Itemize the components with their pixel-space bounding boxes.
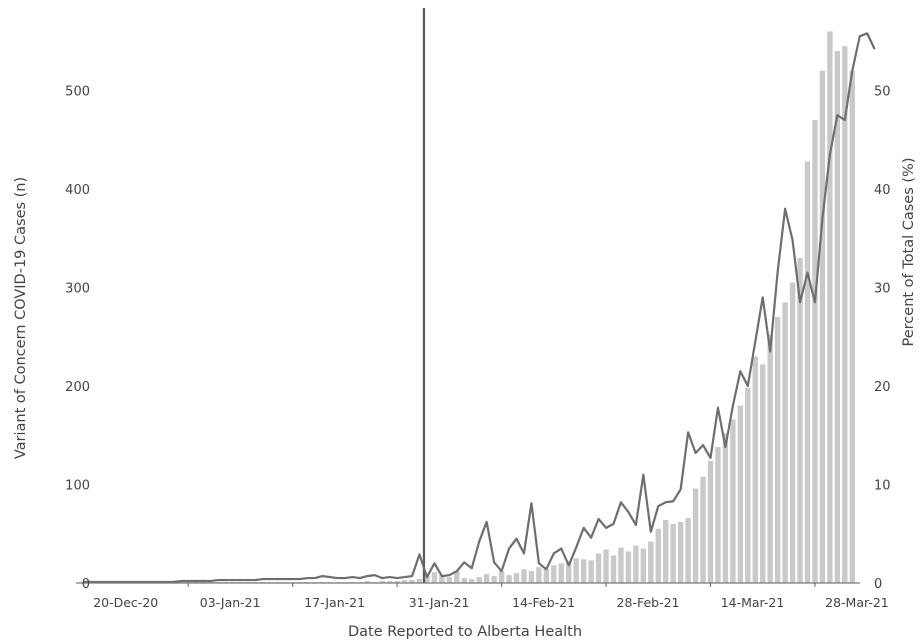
bar: [812, 120, 818, 584]
bar: [454, 571, 460, 583]
percent-line: [83, 32, 876, 584]
bar: [849, 70, 855, 584]
left-y-tick-label: 200: [65, 380, 90, 395]
bar: [461, 578, 467, 583]
left-y-tick-label: 0: [82, 577, 90, 592]
bar: [633, 545, 639, 583]
bar: [677, 521, 684, 583]
x-tick-label: 14-Mar-21: [721, 595, 785, 610]
x-axis-title: Date Reported to Alberta Health: [348, 624, 582, 640]
bar: [834, 51, 841, 584]
left-y-axis-title: Variant of Concern COVID-19 Cases (n): [13, 177, 29, 459]
right-y-tick-label: 20: [874, 380, 891, 395]
bar: [640, 548, 647, 583]
right-y-tick-label: 10: [874, 479, 891, 494]
x-axis-ticks: 20-Dec-20 03-Jan-21 17-Jan-21 31-Jan-21 14-F…: [83, 583, 889, 610]
bar: [416, 579, 423, 583]
bar: [439, 575, 445, 583]
bar: [476, 577, 482, 583]
x-tick-label: 28-Feb-21: [617, 595, 680, 610]
bar: [364, 581, 370, 583]
bar: [595, 553, 602, 583]
bar: [707, 460, 714, 583]
bar: [588, 560, 594, 583]
bar: [670, 523, 676, 583]
bar: [745, 387, 751, 583]
bar: [558, 563, 564, 583]
bar: [692, 488, 699, 583]
bar: [625, 551, 632, 583]
bar: [551, 565, 557, 583]
bar: [491, 576, 497, 583]
bar: [752, 356, 758, 583]
bar: [506, 575, 512, 583]
right-y-tick-label: 0: [874, 577, 882, 592]
bar: [573, 558, 579, 583]
bar: [394, 581, 400, 583]
right-y-tick-label: 40: [874, 183, 891, 198]
percent-line-series: [83, 32, 876, 584]
left-y-tick-label: 500: [65, 85, 90, 100]
bar: [618, 547, 624, 583]
left-y-tick-label: 400: [65, 183, 90, 198]
x-tick-label: 28-Mar-21: [825, 595, 889, 610]
bar: [536, 567, 542, 583]
bar: [819, 70, 826, 584]
bar: [774, 317, 781, 583]
x-tick-label: 03-Jan-21: [200, 595, 261, 610]
x-tick-label: 20-Dec-20: [93, 595, 158, 610]
x-tick-label: 31-Jan-21: [409, 595, 470, 610]
bar: [543, 569, 550, 583]
bar: [498, 571, 505, 583]
bar: [424, 576, 430, 583]
right-y-tick-label: 50: [874, 85, 891, 100]
bar: [648, 541, 654, 583]
bar: [469, 579, 475, 583]
bar: [827, 31, 833, 583]
bar: [804, 161, 811, 584]
bar: [610, 555, 617, 583]
bar: [722, 433, 729, 583]
bar: [528, 571, 535, 583]
x-tick-label: 17-Jan-21: [304, 595, 365, 610]
bar: [386, 581, 393, 583]
left-y-tick-label: 300: [65, 282, 90, 297]
left-y-tick-label: 100: [65, 479, 90, 494]
bar: [797, 257, 803, 583]
bar: [760, 364, 766, 583]
bar: [737, 405, 744, 583]
bar-series: [81, 31, 855, 584]
x-tick-label: 14-Feb-21: [512, 595, 575, 610]
bar: [789, 282, 796, 583]
bar: [409, 580, 415, 583]
bar: [782, 302, 788, 583]
bar: [521, 569, 527, 583]
bar: [513, 573, 520, 583]
right-y-axis-title: Percent of Total Cases (%): [901, 158, 917, 347]
bar: [767, 334, 773, 583]
bar: [685, 517, 691, 583]
bar: [580, 559, 587, 583]
bar: [603, 549, 609, 583]
bar: [842, 46, 848, 584]
bar: [715, 447, 721, 583]
bar: [566, 561, 572, 583]
right-y-tick-label: 60: [874, 0, 891, 1]
bar: [483, 574, 490, 583]
right-y-axis-ticks: 0 10 20 30 40 50 60: [874, 0, 891, 592]
bar: [700, 476, 706, 583]
bar: [730, 419, 736, 583]
bar: [446, 577, 453, 583]
left-y-axis-ticks: 0 100 200 300 400 500: [65, 85, 90, 593]
bar: [655, 528, 661, 583]
bar: [431, 572, 438, 583]
bar: [663, 519, 669, 583]
bar: [379, 581, 385, 583]
bar: [401, 580, 408, 583]
right-y-tick-label: 30: [874, 282, 891, 297]
